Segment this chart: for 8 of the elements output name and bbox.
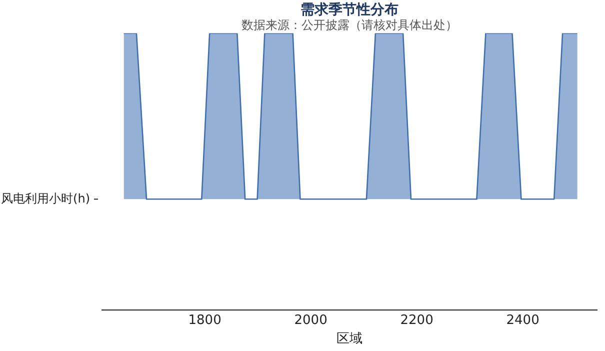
x-tick-label: 1800 bbox=[188, 312, 222, 328]
x-tick-label: 2200 bbox=[400, 312, 434, 328]
chart-subtitle: 数据来源：公开披露（请核对具体出处） bbox=[242, 18, 458, 32]
x-axis-title: 区域 bbox=[336, 332, 362, 347]
y-axis-title: 风电利用小时(h) bbox=[1, 191, 90, 206]
x-tick-label: 2000 bbox=[294, 312, 328, 328]
chart-title: 需求季节性分布 bbox=[300, 1, 398, 18]
x-tick-label: 2400 bbox=[506, 312, 540, 328]
